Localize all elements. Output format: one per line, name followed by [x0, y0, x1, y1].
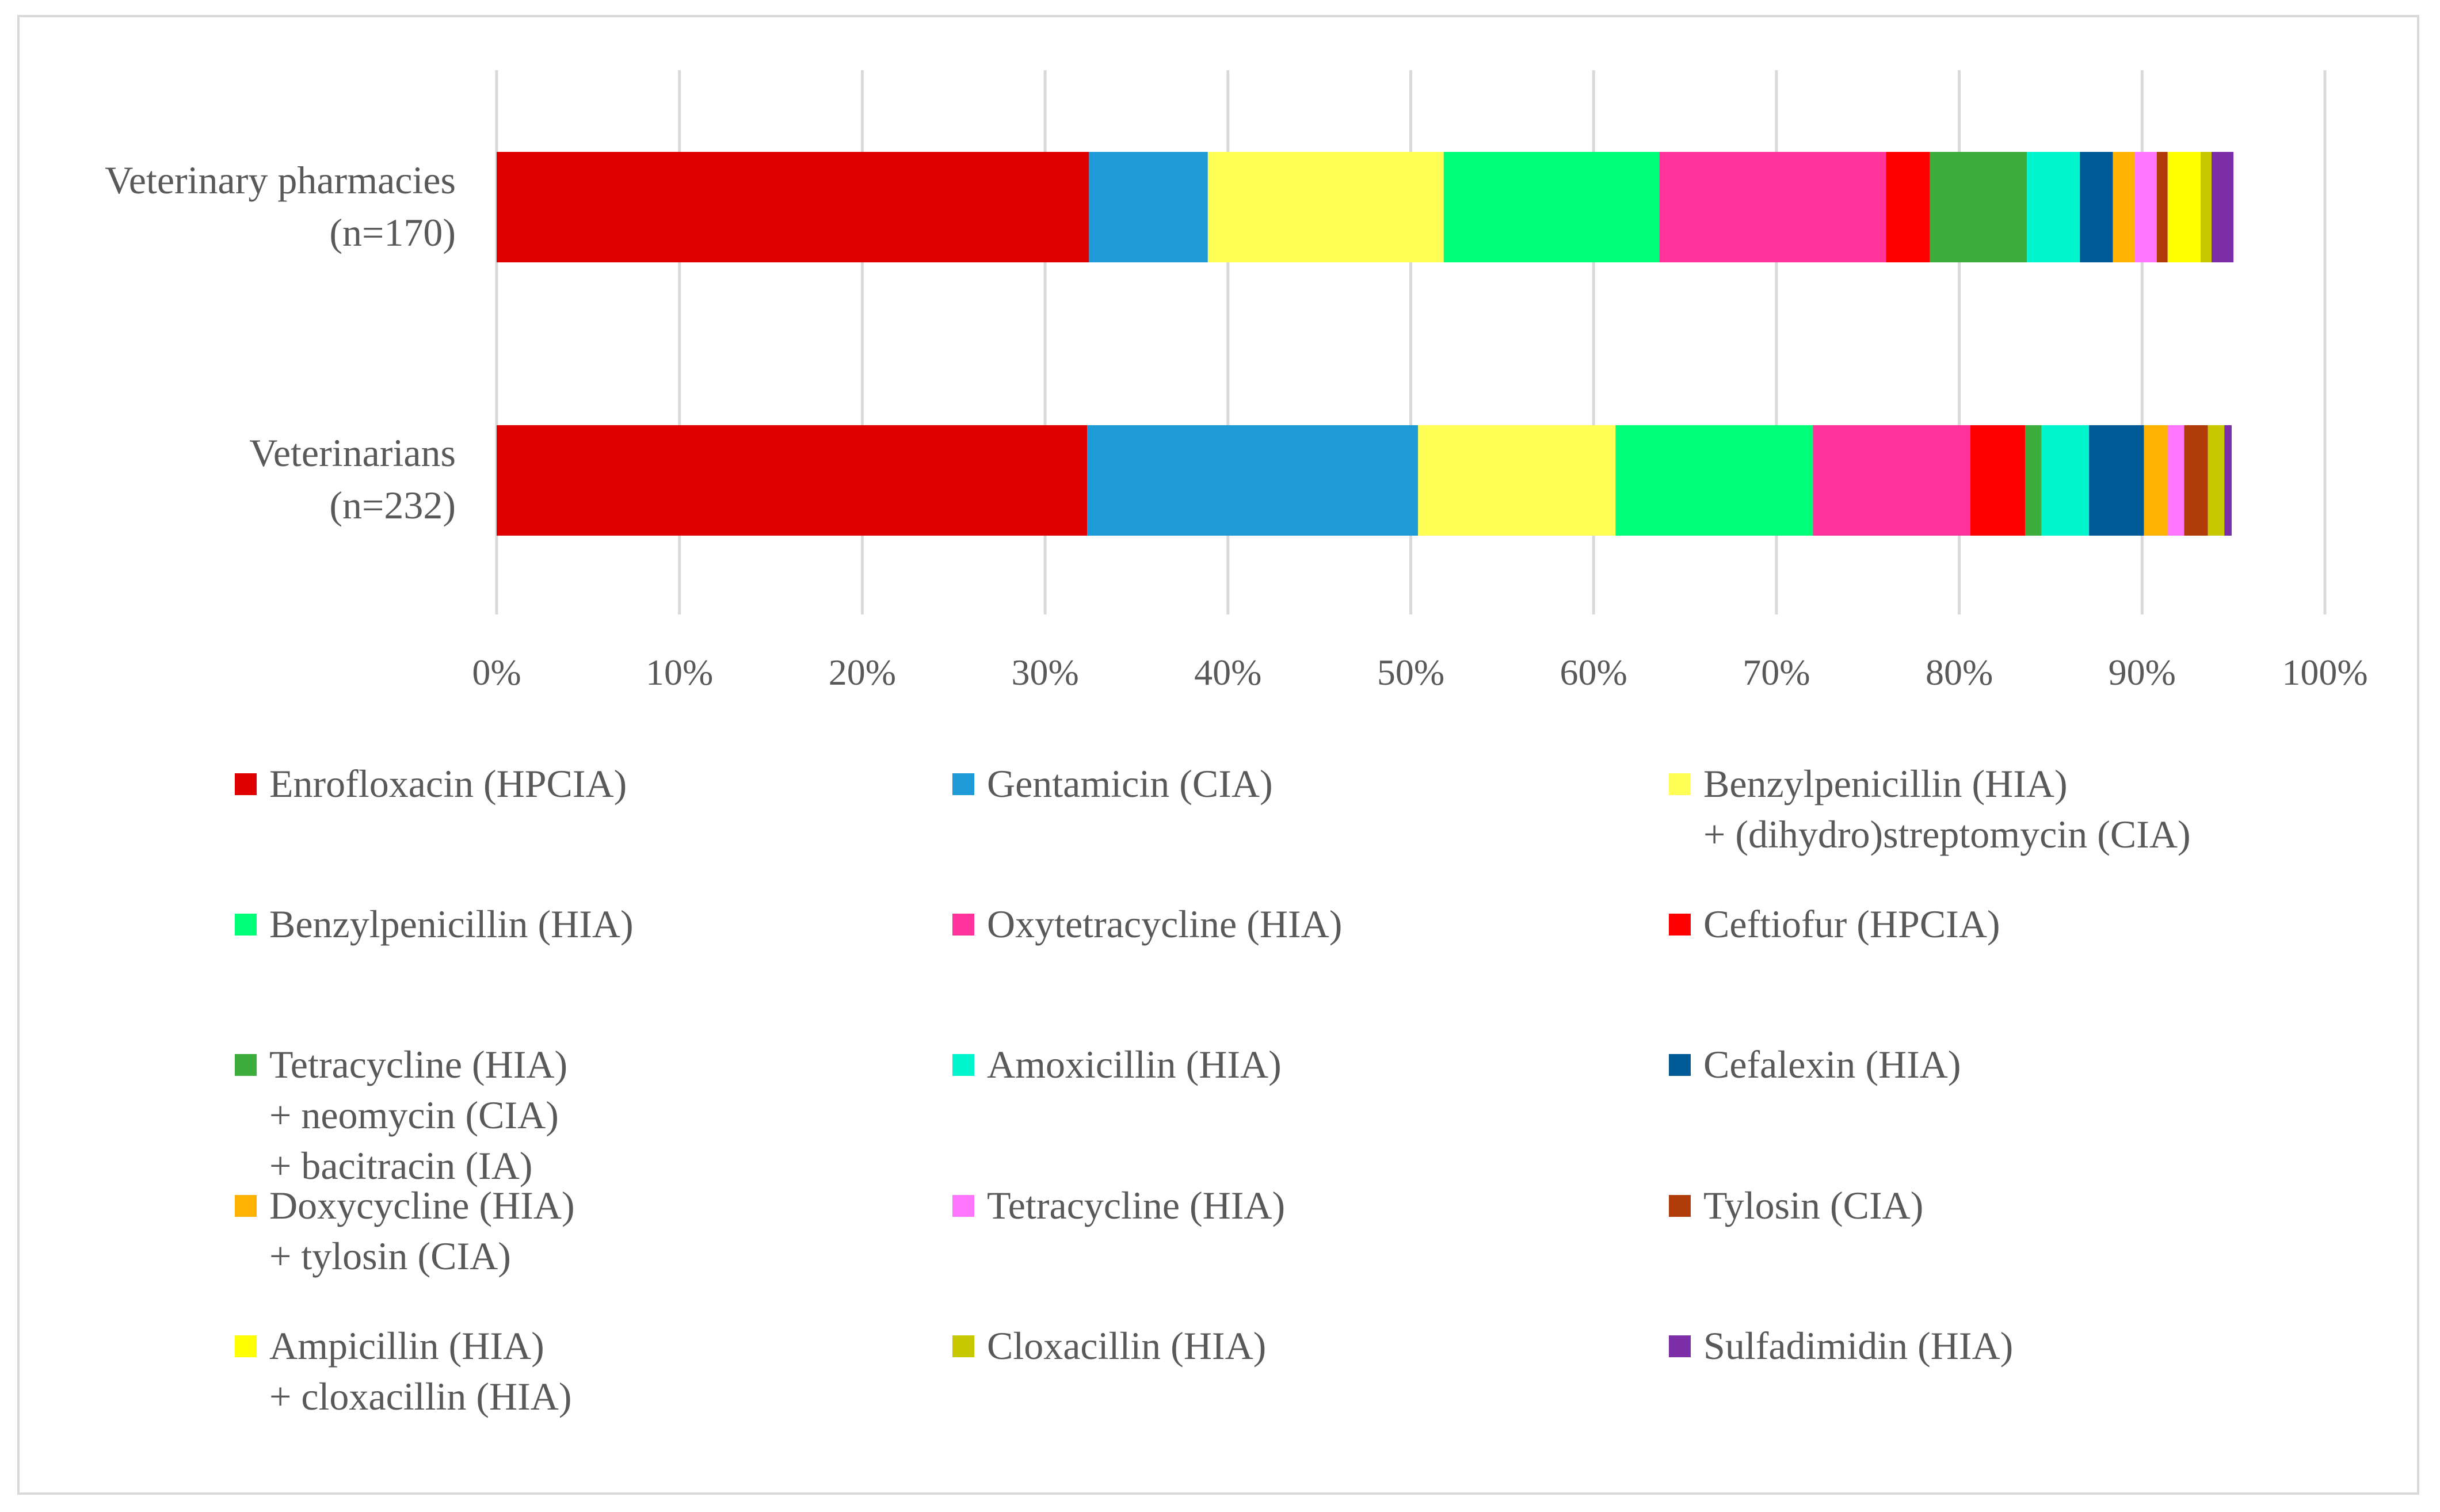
- bar-segment-pharmacies-8: [2080, 152, 2113, 262]
- bar-segment-pharmacies-14: [2212, 152, 2234, 262]
- legend-swatch-1: [952, 773, 974, 795]
- bar-segment-veterinarians-2: [1418, 425, 1616, 536]
- legend-swatch-9: [235, 1195, 257, 1217]
- legend-label-11: Tylosin (CIA): [1703, 1183, 1924, 1227]
- legend-item-6: Tetracycline (HIA) + neomycin (CIA) + ba…: [235, 1039, 567, 1191]
- x-tick-label-7: 70%: [1743, 652, 1810, 693]
- category-label-veterinarians-line2: (n=232): [329, 483, 456, 527]
- legend-label-4: Oxytetracycline (HIA): [987, 902, 1343, 946]
- legend-swatch-13: [952, 1335, 974, 1357]
- bar-segment-veterinarians-1: [1087, 425, 1419, 536]
- legend-label-0: Enrofloxacin (HPCIA): [269, 762, 627, 805]
- legend-swatch-11: [1669, 1195, 1691, 1217]
- legend-item-1: Gentamicin (CIA): [952, 758, 1273, 809]
- legend-item-3: Benzylpenicillin (HIA): [235, 899, 634, 949]
- x-tick-label-3: 30%: [1011, 652, 1078, 693]
- x-tick-label-8: 80%: [1926, 652, 1993, 693]
- bar-segment-veterinarians-4: [1813, 425, 1970, 536]
- x-tick-label-0: 0%: [472, 652, 521, 693]
- category-label-pharmacies-line1: Veterinary pharmacies: [105, 158, 456, 202]
- x-tick-label-5: 50%: [1377, 652, 1444, 693]
- x-axis-ticks: 0% 10% 20% 30% 40% 50% 60% 70% 80% 90% 100%: [472, 652, 2367, 693]
- bar-segment-veterinarians-10: [2167, 425, 2184, 536]
- legend-label-2: Benzylpenicillin (HIA) + (dihydro)strept…: [1703, 762, 2191, 856]
- legend-label-6: Tetracycline (HIA) + neomycin (CIA) + ba…: [269, 1043, 568, 1188]
- bar-segment-pharmacies-2: [1207, 152, 1444, 262]
- bar-segment-pharmacies-6: [1930, 152, 2027, 262]
- x-tick-label-6: 60%: [1560, 652, 1627, 693]
- bar-segment-pharmacies-12: [2167, 152, 2201, 262]
- bar-segment-pharmacies-3: [1443, 152, 1660, 262]
- bar-segment-pharmacies-13: [2200, 152, 2212, 262]
- legend-item-2: Benzylpenicillin (HIA) + (dihydro)strept…: [1669, 758, 2191, 860]
- legend-item-10: Tetracycline (HIA): [952, 1180, 1285, 1231]
- bars: [497, 152, 2234, 536]
- bar-segment-pharmacies-10: [2134, 152, 2157, 262]
- bar-segment-veterinarians-5: [1970, 425, 2025, 536]
- bar-segment-pharmacies-7: [2027, 152, 2080, 262]
- legend-swatch-2: [1669, 773, 1691, 795]
- legend-swatch-0: [235, 773, 257, 795]
- legend-item-8: Cefalexin (HIA): [1669, 1039, 1961, 1090]
- bar-segment-pharmacies-9: [2113, 152, 2135, 262]
- legend-label-9: Doxycycline (HIA) + tylosin (CIA): [269, 1183, 575, 1278]
- chart-frame: [17, 15, 2419, 1495]
- bar-segment-veterinarians-8: [2089, 425, 2144, 536]
- legend-item-12: Ampicillin (HIA) + cloxacillin (HIA): [235, 1320, 572, 1422]
- bar-segment-pharmacies-0: [497, 152, 1089, 262]
- bar-segment-veterinarians-3: [1615, 425, 1813, 536]
- bar-segment-veterinarians-6: [2025, 425, 2042, 536]
- legend-label-1: Gentamicin (CIA): [987, 762, 1273, 805]
- bar-segment-veterinarians-0: [497, 425, 1088, 536]
- category-label-pharmacies-line2: (n=170): [329, 211, 456, 254]
- legend-swatch-4: [952, 914, 974, 936]
- x-tick-label-1: 10%: [646, 652, 713, 693]
- legend-label-13: Cloxacillin (HIA): [987, 1324, 1267, 1368]
- legend-item-0: Enrofloxacin (HPCIA): [235, 758, 627, 809]
- bar-segment-pharmacies-5: [1886, 152, 1930, 262]
- bar-segment-pharmacies-1: [1089, 152, 1208, 262]
- legend-item-5: Ceftiofur (HPCIA): [1669, 899, 2000, 949]
- x-tick-label-9: 90%: [2109, 652, 2176, 693]
- x-tick-label-10: 100%: [2282, 652, 2367, 693]
- legend-swatch-3: [235, 914, 257, 936]
- legend-item-14: Sulfadimidin (HIA): [1669, 1320, 2013, 1371]
- bar-segment-veterinarians-11: [2184, 425, 2208, 536]
- x-tick-label-2: 20%: [829, 652, 896, 693]
- bar-segment-veterinarians-9: [2144, 425, 2168, 536]
- category-label-veterinarians-line1: Veterinarians: [249, 431, 456, 475]
- bar-segment-pharmacies-11: [2156, 152, 2168, 262]
- legend-item-7: Amoxicillin (HIA): [952, 1039, 1282, 1090]
- bar-segment-pharmacies-4: [1659, 152, 1886, 262]
- x-tick-label-4: 40%: [1194, 652, 1261, 693]
- legend-item-11: Tylosin (CIA): [1669, 1180, 1923, 1231]
- legend-item-13: Cloxacillin (HIA): [952, 1320, 1266, 1371]
- legend-label-7: Amoxicillin (HIA): [987, 1043, 1282, 1086]
- legend-label-14: Sulfadimidin (HIA): [1703, 1324, 2014, 1368]
- bar-segment-veterinarians-7: [2041, 425, 2090, 536]
- legend-item-4: Oxytetracycline (HIA): [952, 899, 1342, 949]
- legend-swatch-8: [1669, 1054, 1691, 1076]
- legend-swatch-5: [1669, 914, 1691, 936]
- legend-swatch-14: [1669, 1335, 1691, 1357]
- bar-segment-veterinarians-13: [2208, 425, 2225, 536]
- legend-label-3: Benzylpenicillin (HIA): [269, 902, 634, 946]
- bar-segment-veterinarians-14: [2224, 425, 2232, 536]
- legend-swatch-6: [235, 1054, 257, 1076]
- legend-label-8: Cefalexin (HIA): [1703, 1043, 1961, 1086]
- legend-label-12: Ampicillin (HIA) + cloxacillin (HIA): [269, 1324, 572, 1418]
- legend-swatch-10: [952, 1195, 974, 1217]
- legend-swatch-12: [235, 1335, 257, 1357]
- legend-item-9: Doxycycline (HIA) + tylosin (CIA): [235, 1180, 575, 1281]
- legend-label-10: Tetracycline (HIA): [987, 1183, 1286, 1227]
- legend-swatch-7: [952, 1054, 974, 1076]
- legend-label-5: Ceftiofur (HPCIA): [1703, 902, 2000, 946]
